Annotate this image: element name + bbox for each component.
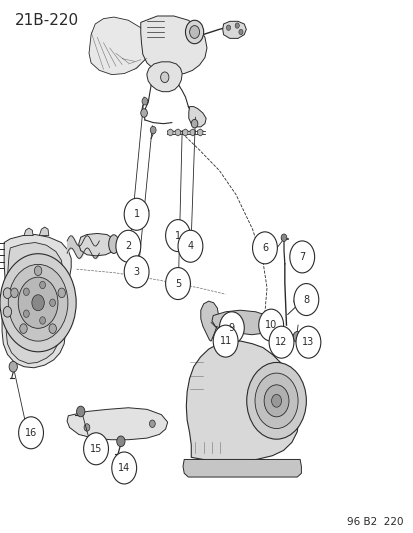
Circle shape — [185, 20, 203, 44]
Circle shape — [219, 312, 244, 344]
Text: 15: 15 — [90, 444, 102, 454]
Circle shape — [271, 394, 281, 407]
Circle shape — [19, 417, 43, 449]
Text: 14: 14 — [118, 463, 130, 473]
Polygon shape — [89, 17, 149, 75]
Circle shape — [9, 361, 17, 372]
Text: 10: 10 — [264, 320, 277, 330]
Circle shape — [268, 326, 293, 358]
Text: 5: 5 — [174, 279, 181, 288]
Circle shape — [280, 234, 286, 241]
Circle shape — [40, 281, 45, 289]
Circle shape — [246, 362, 306, 439]
Text: 1: 1 — [175, 231, 180, 240]
Circle shape — [11, 288, 18, 297]
Circle shape — [58, 288, 65, 297]
Circle shape — [8, 264, 68, 341]
Circle shape — [24, 310, 29, 318]
Circle shape — [293, 284, 318, 316]
Polygon shape — [183, 459, 301, 477]
Polygon shape — [167, 129, 173, 136]
Circle shape — [263, 385, 288, 417]
Circle shape — [178, 230, 202, 262]
Polygon shape — [200, 301, 218, 341]
Ellipse shape — [108, 235, 119, 253]
Text: 21B-220: 21B-220 — [14, 13, 78, 28]
Polygon shape — [140, 16, 206, 75]
Text: 8: 8 — [303, 295, 309, 304]
Circle shape — [235, 23, 239, 28]
Circle shape — [20, 324, 27, 334]
Circle shape — [140, 109, 147, 117]
Polygon shape — [6, 243, 63, 364]
Circle shape — [226, 25, 230, 30]
Circle shape — [0, 254, 76, 352]
Circle shape — [298, 248, 306, 259]
Circle shape — [252, 232, 277, 264]
Polygon shape — [24, 228, 33, 236]
Polygon shape — [147, 62, 182, 92]
Text: 1: 1 — [133, 209, 139, 219]
Text: 2: 2 — [125, 241, 131, 251]
Circle shape — [160, 72, 169, 83]
Circle shape — [293, 297, 300, 305]
Polygon shape — [190, 129, 195, 136]
Circle shape — [3, 306, 12, 317]
Circle shape — [40, 317, 45, 324]
Text: 9: 9 — [228, 323, 234, 333]
Circle shape — [292, 332, 301, 342]
Text: 4: 4 — [187, 241, 193, 251]
Circle shape — [34, 266, 42, 276]
Polygon shape — [2, 235, 71, 368]
Circle shape — [238, 29, 242, 35]
Text: 96 B2  220: 96 B2 220 — [347, 516, 403, 527]
Polygon shape — [186, 341, 298, 461]
Text: 6: 6 — [261, 243, 267, 253]
Circle shape — [116, 436, 125, 447]
Circle shape — [84, 424, 90, 431]
Circle shape — [116, 230, 140, 262]
Circle shape — [124, 256, 149, 288]
Circle shape — [165, 268, 190, 300]
Circle shape — [112, 452, 136, 484]
Circle shape — [24, 288, 29, 295]
Circle shape — [50, 299, 55, 306]
Text: 3: 3 — [133, 267, 139, 277]
Circle shape — [213, 325, 237, 357]
Circle shape — [289, 241, 314, 273]
Polygon shape — [197, 129, 202, 136]
Circle shape — [142, 98, 147, 105]
Circle shape — [32, 295, 44, 311]
Polygon shape — [188, 107, 206, 127]
Circle shape — [83, 433, 108, 465]
Polygon shape — [175, 129, 180, 136]
Text: 16: 16 — [25, 428, 37, 438]
Circle shape — [149, 420, 155, 427]
Circle shape — [76, 406, 85, 417]
Circle shape — [295, 326, 320, 358]
Polygon shape — [67, 408, 167, 440]
Polygon shape — [211, 310, 273, 335]
Circle shape — [189, 26, 199, 38]
Circle shape — [254, 373, 297, 429]
Polygon shape — [78, 233, 115, 256]
Polygon shape — [222, 21, 246, 38]
Circle shape — [258, 309, 283, 341]
Circle shape — [124, 198, 149, 230]
Text: 7: 7 — [298, 252, 305, 262]
Polygon shape — [273, 333, 284, 344]
Circle shape — [18, 277, 58, 328]
Polygon shape — [39, 227, 49, 236]
Text: 12: 12 — [275, 337, 287, 347]
Circle shape — [3, 288, 12, 298]
Polygon shape — [182, 129, 188, 136]
Circle shape — [165, 220, 190, 252]
Circle shape — [268, 317, 276, 328]
Text: 13: 13 — [301, 337, 314, 347]
Circle shape — [150, 126, 156, 134]
Circle shape — [49, 324, 56, 334]
Circle shape — [191, 119, 197, 128]
Text: 11: 11 — [219, 336, 231, 346]
